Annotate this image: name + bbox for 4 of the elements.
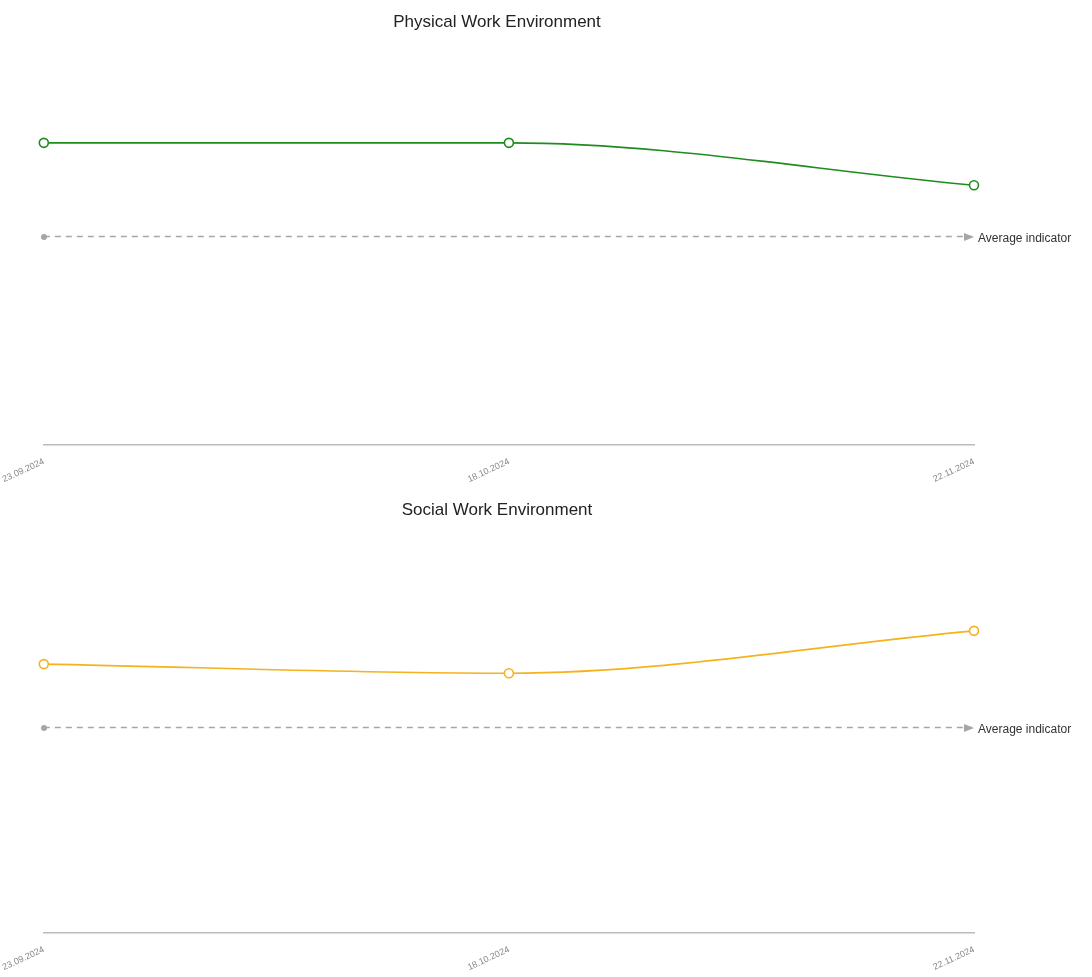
ref-line-label: Average indicator (978, 721, 1072, 736)
chart-title: Physical Work Environment (393, 11, 602, 31)
ref-line-label: Average indicator (978, 230, 1072, 245)
chart-title: Social Work Environment (401, 499, 593, 519)
